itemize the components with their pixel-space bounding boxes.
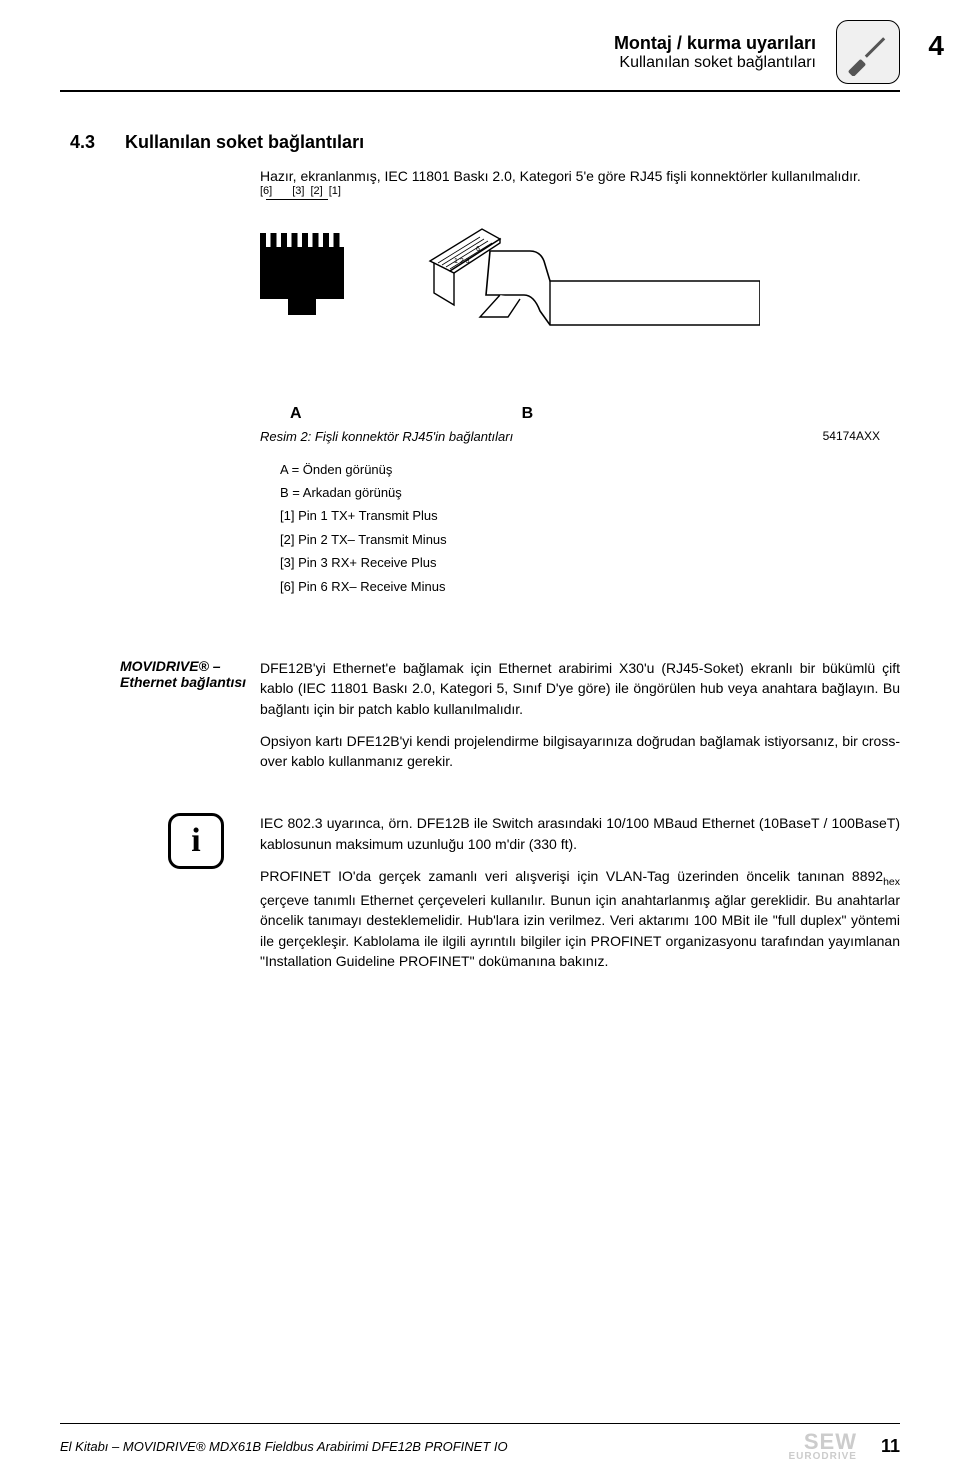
- heading-text: Kullanılan soket bağlantıları: [125, 132, 364, 152]
- figure-label-a: A: [290, 405, 302, 423]
- svg-text:6: 6: [476, 246, 480, 253]
- info-p2-sub: hex: [883, 876, 900, 888]
- sew-logo-text: SEW: [789, 1432, 857, 1452]
- info-p2a: PROFINET IO'da gerçek zamanlı veri alışv…: [260, 868, 883, 884]
- sew-logo: SEW EURODRIVE: [789, 1432, 857, 1461]
- figure-label-b: B: [522, 405, 534, 423]
- chapter-title: Montaj / kurma uyarıları: [614, 33, 816, 54]
- section-number: 4: [928, 30, 944, 62]
- rj45-side-icon: 1 2 3 6: [420, 221, 760, 356]
- info-icon: i: [168, 813, 224, 869]
- pin-2: [2] Pin 2 TX– Transmit Minus: [280, 528, 900, 551]
- info-p2: PROFINET IO'da gerçek zamanlı veri alışv…: [260, 866, 900, 971]
- info-body: IEC 802.3 uyarınca, örn. DFE12B ile Swit…: [260, 813, 900, 971]
- figure-caption-text: Resim 2: Fişli konnektör RJ45'in bağlant…: [260, 429, 513, 444]
- info-p2b: çerçeve tanımlı Ethernet çerçeveleri kul…: [260, 892, 900, 969]
- pin-b: B = Arkadan görünüş: [280, 481, 900, 504]
- pin-1: [1] Pin 1 TX+ Transmit Plus: [280, 504, 900, 527]
- figure-caption: Resim 2: Fişli konnektör RJ45'in bağlant…: [260, 429, 880, 444]
- pin-6: [6] Pin 6 RX– Receive Minus: [280, 575, 900, 598]
- movidrive-body: DFE12B'yi Ethernet'e bağlamak için Ether…: [260, 658, 900, 771]
- movidrive-p1: DFE12B'yi Ethernet'e bağlamak için Ether…: [260, 658, 900, 719]
- section-title: Kullanılan soket bağlantıları: [614, 54, 816, 72]
- callout-1: [1]: [329, 185, 341, 197]
- sew-logo-sub: EURODRIVE: [789, 1452, 857, 1461]
- pin-a: A = Önden görünüş: [280, 458, 900, 481]
- footer-left: El Kitabı – MOVIDRIVE® MDX61B Fieldbus A…: [60, 1439, 508, 1454]
- figure-rj45: [6] [3] [2] [1] 1 2 3 6: [260, 211, 900, 391]
- pin-3: [3] Pin 3 RX+ Receive Plus: [280, 551, 900, 574]
- page-number: 11: [881, 1436, 900, 1457]
- screwdriver-icon: [836, 20, 900, 84]
- page-footer: El Kitabı – MOVIDRIVE® MDX61B Fieldbus A…: [60, 1423, 900, 1461]
- callout-3: [3]: [292, 185, 304, 197]
- figure-caption-code: 54174AXX: [823, 429, 880, 444]
- info-p1: IEC 802.3 uyarınca, örn. DFE12B ile Swit…: [260, 813, 900, 854]
- callout-6: [6]: [260, 185, 272, 197]
- front-callouts: [6] [3] [2] [1]: [260, 185, 341, 197]
- intro-text: Hazır, ekranlanmış, IEC 11801 Baskı 2.0,…: [260, 167, 900, 187]
- rj45-front-icon: [260, 247, 344, 317]
- info-i-letter: i: [191, 822, 200, 860]
- callout-2: [2]: [310, 185, 322, 197]
- header-divider: [60, 90, 900, 92]
- movidrive-p2: Opsiyon kartı DFE12B'yi kendi projelendi…: [260, 731, 900, 772]
- svg-text:1 2 3: 1 2 3: [454, 258, 470, 265]
- page-header: Montaj / kurma uyarıları Kullanılan soke…: [60, 20, 900, 84]
- pin-list: A = Önden görünüş B = Arkadan görünüş [1…: [280, 458, 900, 598]
- section-heading: 4.3 Kullanılan soket bağlantıları: [70, 132, 900, 153]
- movidrive-sidebar-label: MOVIDRIVE® – Ethernet bağlantısı: [120, 658, 250, 690]
- heading-number: 4.3: [70, 132, 120, 153]
- figure-labels: A B: [290, 405, 900, 423]
